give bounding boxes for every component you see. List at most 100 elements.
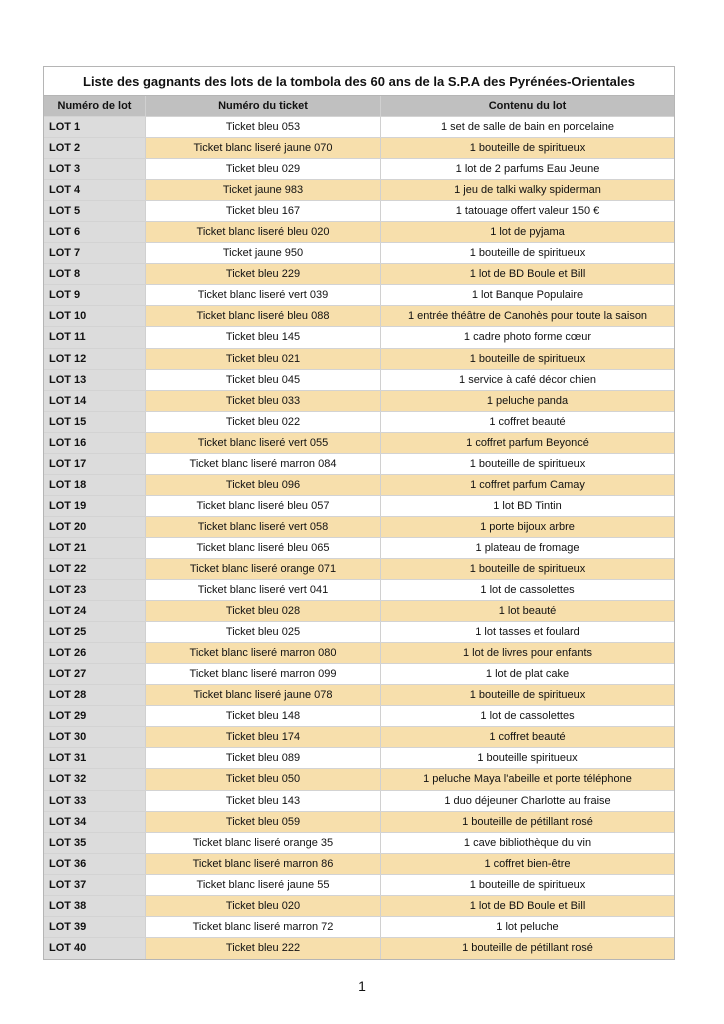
table-row: LOT 25 Ticket bleu 025 1 lot tasses et fou…: [44, 622, 674, 644]
lot-content-cell: 1 jeu de talki walky spiderman: [381, 180, 674, 201]
lot-content-cell: 1 bouteille de spiritueux: [381, 558, 674, 580]
lot-number-cell: LOT 9: [44, 285, 146, 306]
lot-number-cell: LOT 17: [44, 453, 146, 474]
lot-number-cell: LOT 12: [44, 348, 146, 369]
lot-content-cell: 1 lot de BD Boule et Bill: [381, 264, 674, 285]
ticket-number-cell: Ticket bleu 022: [146, 411, 381, 432]
ticket-number-cell: Ticket blanc liseré marron 099: [146, 664, 381, 685]
table-row: LOT 37 Ticket blanc liseré jaune 55 1 bout…: [44, 874, 674, 896]
lot-number-cell: LOT 27: [44, 664, 146, 685]
lot-content-cell: 1 lot de livres pour enfants: [381, 643, 674, 664]
lot-content-cell: 1 coffret parfum Camay: [381, 474, 674, 495]
lot-content-cell: 1 entrée théâtre de Canohès pour toute l…: [381, 306, 674, 327]
ticket-number-cell: Ticket bleu 021: [146, 348, 381, 369]
table-row: LOT 17 Ticket blanc liseré marron 084 1 bo…: [44, 453, 674, 475]
ticket-number-cell: Ticket bleu 028: [146, 601, 381, 622]
ticket-number-cell: Ticket bleu 020: [146, 895, 381, 916]
lot-number-cell: LOT 6: [44, 222, 146, 243]
lot-number-cell: LOT 26: [44, 643, 146, 664]
lot-content-cell: 1 bouteille de spiritueux: [469, 247, 586, 260]
lot-number-cell: LOT 34: [44, 811, 146, 832]
table-row: LOT 2 Ticket blanc liseré jaune 070 1 bout…: [44, 138, 674, 160]
table-row: LOT 28 Ticket blanc liseré jaune 078 1 bou…: [44, 685, 674, 707]
table-row: LOT 11 Ticket bleu 145 1 cadre photo forme…: [44, 327, 674, 349]
table-row: LOT 15 Ticket bleu 022 1 coffret beauté: [44, 411, 674, 433]
lot-content-cell: 1 bouteille de spiritueux: [469, 878, 586, 891]
ticket-number-cell: Ticket jaune 950: [146, 243, 381, 264]
lot-content-cell: 1 coffret beauté: [489, 415, 566, 428]
lot-content-cell: 1 lot tasses et foulard: [475, 626, 580, 639]
ticket-number-cell: Ticket blanc liseré orange 35: [146, 832, 381, 853]
lot-content-cell: 1 bouteille de spiritueux: [381, 138, 674, 159]
lot-content-cell: 1 tatouage offert valeur 150 €: [455, 205, 600, 218]
lot-number-cell: LOT 1: [44, 117, 146, 138]
table-row: LOT 32 Ticket bleu 050 1 peluche Maya l'ab…: [44, 769, 674, 791]
lot-content-cell: 1 service à café décor chien: [459, 373, 596, 386]
ticket-number-cell: Ticket bleu 029: [146, 159, 381, 180]
table-row: LOT 9 Ticket blanc liseré vert 039 1 lot B…: [44, 285, 674, 307]
ticket-number-cell: Ticket blanc liseré jaune 070: [146, 138, 381, 159]
ticket-number-cell: Ticket blanc liseré bleu 020: [146, 222, 381, 243]
table-row: LOT 29 Ticket bleu 148 1 lot de cassolette…: [44, 706, 674, 728]
table-row: LOT 18 Ticket bleu 096 1 coffret parfum Ca…: [44, 474, 674, 496]
lot-content-cell: 1 lot Banque Populaire: [471, 289, 584, 302]
lot-content-cell: 1 lot beauté: [381, 601, 674, 622]
lot-content-cell: 1 lot de pyjama: [381, 222, 674, 243]
table-row: LOT 34 Ticket bleu 059 1 bouteille de péti…: [44, 811, 674, 833]
table-row: LOT 10 Ticket blanc liseré bleu 088 1 entr…: [44, 306, 674, 328]
table-row: LOT 21 Ticket blanc liseré bleu 065 1 plat…: [44, 537, 674, 559]
ticket-number-cell: Ticket blanc liseré marron 86: [146, 853, 381, 874]
table-row: LOT 39 Ticket blanc liseré marron 72 1 lot…: [44, 916, 674, 938]
table-row: LOT 26 Ticket blanc liseré marron 080 1 lo…: [44, 643, 674, 665]
ticket-number-cell: Ticket bleu 059: [146, 811, 381, 832]
lot-number-cell: LOT 32: [44, 769, 146, 790]
lot-number-cell: LOT 39: [44, 916, 146, 937]
table-row: LOT 12 Ticket bleu 021 1 bouteille de spir…: [44, 348, 674, 370]
table-row: LOT 31 Ticket bleu 089 1 bouteille spiritu…: [44, 748, 674, 770]
lot-number-cell: LOT 5: [44, 201, 146, 222]
lot-number-cell: LOT 35: [44, 832, 146, 853]
ticket-number-cell: Ticket blanc liseré marron 080: [146, 643, 381, 664]
lot-number-cell: LOT 24: [44, 601, 146, 622]
page-number: 1: [358, 978, 366, 994]
ticket-number-cell: Ticket blanc liseré vert 058: [146, 516, 381, 537]
ticket-number-cell: Ticket bleu 222: [146, 937, 381, 959]
ticket-number-cell: Ticket bleu 229: [146, 264, 381, 285]
lot-content-cell: 1 lot de BD Boule et Bill: [381, 895, 674, 916]
lot-content-cell: 1 peluche Maya l'abeille et porte téléph…: [381, 769, 674, 790]
lot-content-cell: 1 bouteille spiritueux: [477, 752, 578, 765]
lot-content-cell: 1 set de salle de bain en porcelaine: [440, 121, 615, 134]
ticket-number-cell: Ticket blanc liseré marron 72: [146, 916, 381, 937]
lot-content-cell: 1 coffret parfum Beyoncé: [381, 432, 674, 453]
winners-table: Liste des gagnants des lots de la tombol…: [43, 66, 675, 960]
ticket-number-cell: Ticket blanc liseré vert 055: [146, 432, 381, 453]
lot-number-cell: LOT 7: [44, 243, 146, 264]
table-row: LOT 8 Ticket bleu 229 1 lot de BD Boule et…: [44, 264, 674, 286]
ticket-number-cell: Ticket bleu 089: [146, 748, 381, 769]
lot-number-cell: LOT 37: [44, 874, 146, 895]
lot-content-cell: 1 coffret beauté: [381, 727, 674, 748]
ticket-number-cell: Ticket blanc liseré vert 041: [146, 580, 381, 601]
ticket-number-cell: Ticket blanc liseré marron 084: [146, 453, 381, 474]
lot-content-cell: 1 cave bibliothèque du vin: [463, 836, 592, 849]
lot-content-cell: 1 plateau de fromage: [475, 541, 580, 554]
lot-number-cell: LOT 25: [44, 622, 146, 643]
ticket-number-cell: Ticket blanc liseré jaune 55: [146, 874, 381, 895]
lot-number-cell: LOT 19: [44, 495, 146, 516]
lot-number-cell: LOT 36: [44, 853, 146, 874]
header-row: Numéro de lot Numéro du ticket Contenu d…: [44, 96, 674, 117]
lot-number-cell: LOT 20: [44, 516, 146, 537]
ticket-number-cell: Ticket bleu 053: [146, 117, 381, 138]
ticket-number-cell: Ticket bleu 174: [146, 727, 381, 748]
table-row: LOT 5 Ticket bleu 167 1 tatouage offert va…: [44, 201, 674, 223]
lot-number-cell: LOT 23: [44, 580, 146, 601]
header-lot-number: Numéro de lot: [44, 96, 146, 116]
header-ticket-number: Numéro du ticket: [146, 96, 381, 116]
table-row: LOT 4 Ticket jaune 983 1 jeu de talki walk…: [44, 180, 674, 202]
ticket-number-cell: Ticket blanc liseré bleu 057: [146, 495, 381, 516]
lot-number-cell: LOT 28: [44, 685, 146, 706]
lot-content-cell: 1 porte bijoux arbre: [381, 516, 674, 537]
table-row: LOT 27 Ticket blanc liseré marron 099 1 lo…: [44, 664, 674, 686]
table-row: LOT 13 Ticket bleu 045 1 service à café dé…: [44, 369, 674, 391]
lot-number-cell: LOT 3: [44, 159, 146, 180]
